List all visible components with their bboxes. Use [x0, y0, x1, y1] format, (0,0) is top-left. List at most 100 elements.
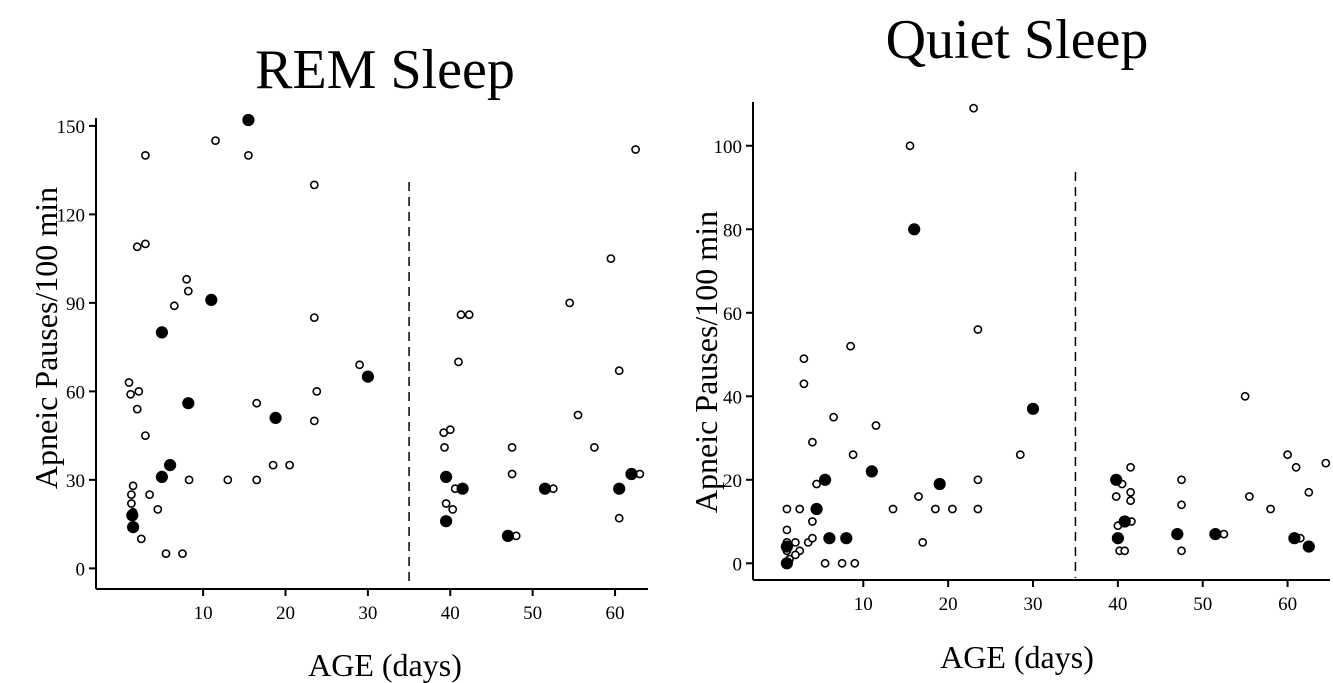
quiet-open-point: [1321, 458, 1331, 468]
quiet-open-point: [812, 479, 821, 489]
rem-filled-point: [456, 482, 469, 495]
quiet-open-point: [1120, 546, 1130, 556]
rem-y-tick-label: 30: [66, 471, 85, 492]
rem-open-point: [590, 442, 599, 452]
quiet-y-tick-label: 0: [733, 554, 743, 575]
rem-open-point: [268, 460, 278, 470]
quiet-filled-point: [1111, 532, 1125, 545]
rem-filled-point: [269, 411, 282, 424]
quiet-open-point: [1240, 391, 1250, 401]
rem-filled-point: [613, 482, 626, 495]
rem-open-point: [140, 150, 150, 160]
quiet-filled-point: [1118, 515, 1131, 528]
quiet-open-point: [1266, 504, 1275, 514]
quiet-x-tick-label: 20: [939, 594, 958, 615]
rem-open-point: [454, 357, 463, 367]
quiet-y-tick-label: 100: [714, 137, 743, 158]
rem-y-tick-label: 150: [57, 117, 86, 138]
rem-filled-point: [501, 529, 514, 543]
rem-filled-point: [155, 326, 168, 339]
quiet-open-point: [808, 437, 817, 447]
rem-open-point: [309, 180, 319, 190]
rem-x-tick-label: 60: [606, 603, 625, 624]
rem-open-point: [161, 549, 171, 558]
quiet-open-point: [1291, 462, 1301, 472]
quiet-y-tick-label: 80: [723, 220, 742, 241]
rem-open-point: [126, 499, 136, 508]
quiet-open-point: [973, 325, 983, 334]
rem-open-point: [440, 442, 449, 452]
quiet-open-point: [1177, 546, 1186, 556]
quiet-y-axis-label: Apneic Pauses/100 min: [688, 211, 724, 513]
rem-open-point: [178, 549, 187, 558]
rem-y-tick-label: 60: [66, 382, 85, 403]
quiet-sleep-title: Quiet Sleep: [886, 9, 1149, 71]
quiet-open-point: [1177, 475, 1186, 485]
rem-x-tick-label: 50: [523, 603, 542, 624]
quiet-open-point: [871, 421, 881, 430]
rem-x-tick-label: 10: [194, 603, 213, 624]
rem-filled-point: [155, 470, 168, 483]
quiet-open-point: [808, 517, 817, 526]
quiet-x-tick-label: 40: [1108, 594, 1127, 615]
rem-open-point: [243, 150, 253, 160]
rem-open-point: [309, 313, 319, 322]
rem-open-point: [631, 145, 640, 154]
quiet-open-point: [791, 538, 800, 547]
rem-x-tick-label: 40: [441, 603, 460, 624]
quiet-open-point: [846, 341, 855, 351]
quiet-open-point: [808, 533, 817, 543]
rem-y-tick-label: 90: [66, 294, 85, 315]
rem-open-point: [126, 389, 136, 399]
quiet-open-point: [782, 504, 792, 514]
quiet-filled-point: [780, 557, 794, 570]
rem-open-point: [184, 475, 194, 485]
rem-open-point: [169, 301, 179, 311]
quiet-filled-point: [1209, 528, 1222, 541]
rem-filled-point: [205, 293, 218, 306]
quiet-open-point: [918, 538, 928, 547]
rem-sleep-title: REM Sleep: [255, 39, 515, 101]
quiet-filled-point: [908, 223, 921, 236]
quiet-open-point: [1126, 487, 1135, 497]
rem-filled-point: [440, 515, 453, 528]
rem-open-point: [355, 360, 364, 370]
rem-open-point: [145, 490, 154, 499]
rem-filled-point: [127, 521, 140, 534]
rem-open-point: [140, 239, 150, 249]
rem-filled-point: [538, 482, 552, 495]
rem-filled-point: [164, 459, 177, 472]
rem-x-tick-label: 20: [276, 603, 295, 624]
quiet-filled-point: [840, 532, 853, 545]
rem-open-point: [182, 274, 191, 284]
quiet-open-point: [914, 492, 923, 501]
rem-open-point: [183, 286, 193, 296]
rem-y-tick-label: 0: [76, 559, 86, 580]
rem-open-point: [132, 242, 142, 252]
rem-open-point: [441, 499, 451, 508]
quiet-open-point: [848, 450, 858, 460]
rem-open-point: [445, 425, 455, 435]
rem-open-point: [153, 504, 163, 514]
quiet-open-point: [1015, 450, 1025, 460]
quiet-open-point: [969, 103, 978, 113]
rem-open-point: [456, 310, 466, 320]
rem-open-point: [606, 254, 616, 263]
quiet-open-point: [850, 558, 860, 568]
quiet-y-tick-label: 20: [723, 471, 742, 492]
quiet-open-point: [1177, 500, 1186, 510]
rem-open-point: [134, 386, 144, 396]
quiet-x-tick-label: 10: [854, 594, 873, 615]
rem-filled-point: [242, 113, 255, 127]
rem-x-axis-label: AGE (days): [308, 647, 462, 683]
quiet-filled-point: [865, 465, 878, 478]
rem-filled-point: [182, 397, 195, 410]
quiet-filled-point: [823, 532, 836, 545]
quiet-filled-point: [819, 473, 832, 486]
quiet-filled-point: [1110, 473, 1123, 486]
quiet-filled-point: [1171, 528, 1184, 541]
quiet-x-tick-label: 60: [1278, 594, 1297, 615]
rem-open-point: [464, 310, 474, 320]
quiet-filled-point: [933, 477, 946, 491]
